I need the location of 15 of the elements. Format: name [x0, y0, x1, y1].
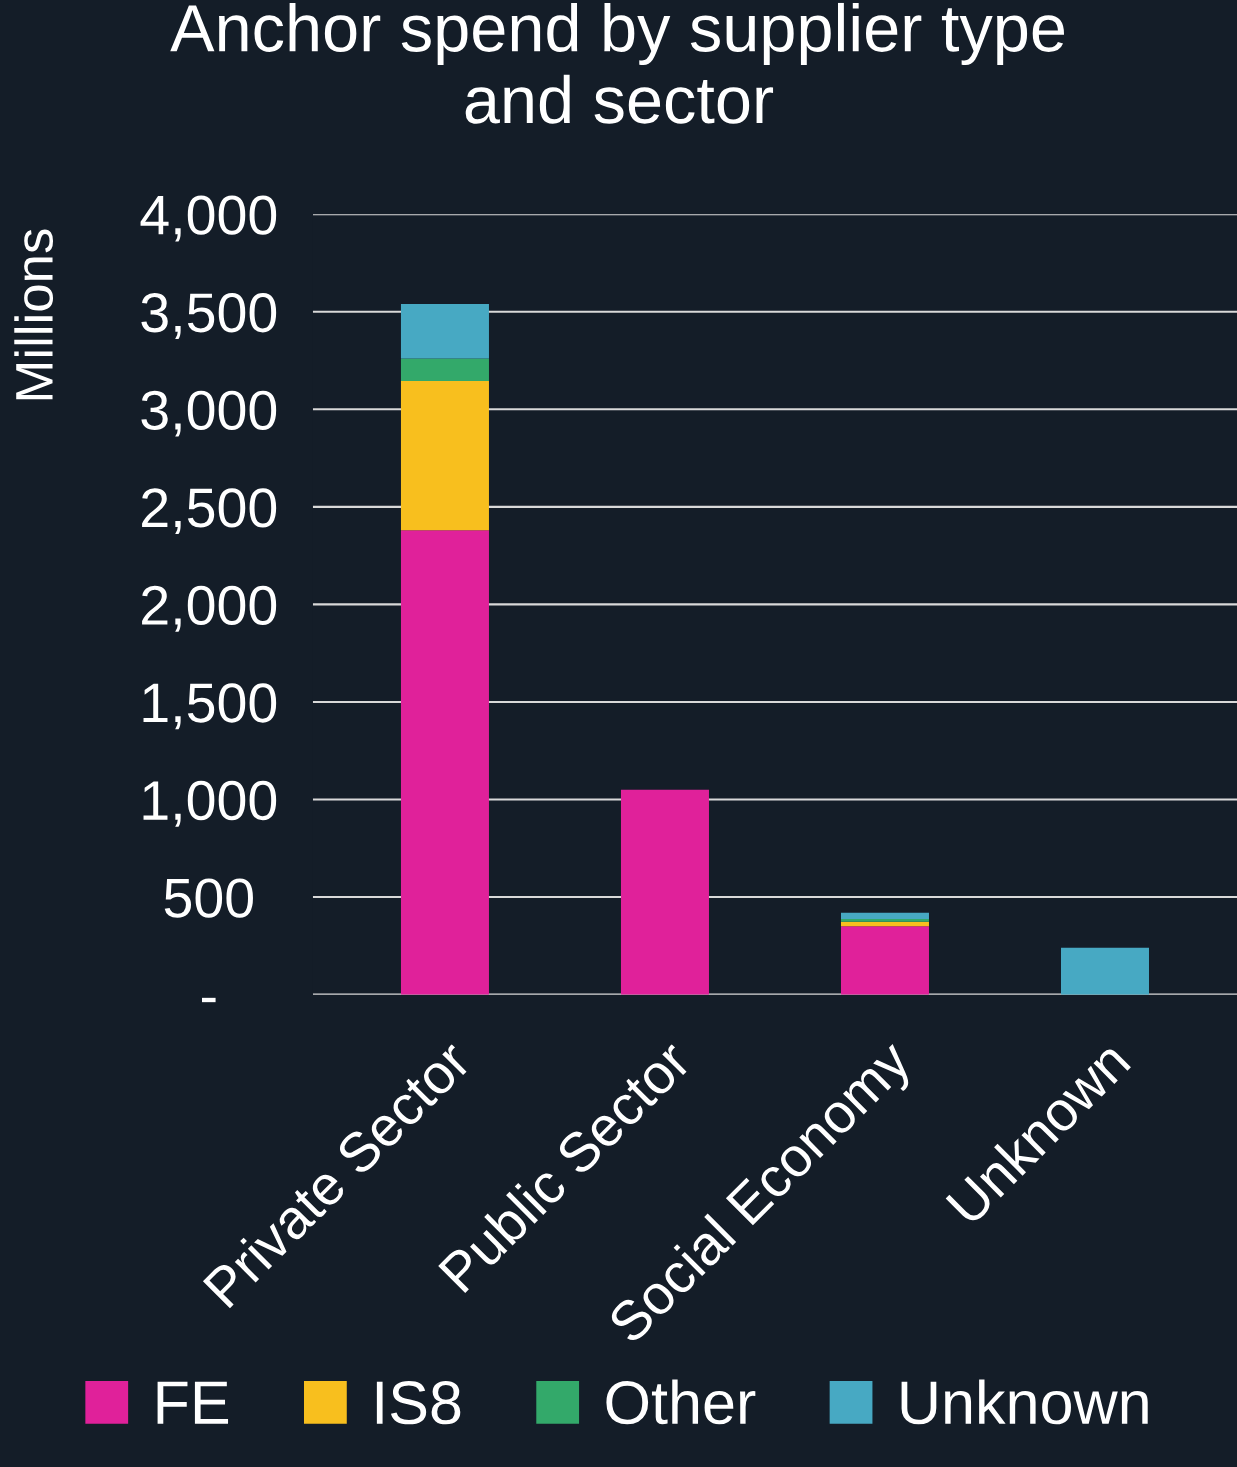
legend-label: Other — [606, 1379, 756, 1425]
legend-label: IS8 — [376, 1381, 461, 1425]
y-tick-label: - — [202, 997, 216, 1003]
y-tick-label: 1,500 — [143, 683, 277, 730]
legend-label: FE — [157, 1381, 229, 1424]
y-tick-label: 4,000 — [140, 195, 277, 242]
y-tick-label: 1,000 — [143, 780, 277, 827]
y-tick-label: 2,500 — [142, 488, 277, 535]
legend-label: Unknown — [901, 1379, 1148, 1425]
chart-title: Anchor spend by supplier type and sector — [170, 2, 1064, 124]
y-tick-label: 3,000 — [141, 390, 277, 437]
y-tick-label: 500 — [164, 878, 253, 918]
y-tick-label: 2,000 — [142, 585, 277, 632]
y-tick-label: 3,500 — [141, 293, 277, 339]
y-axis-title: Millions — [14, 229, 54, 400]
